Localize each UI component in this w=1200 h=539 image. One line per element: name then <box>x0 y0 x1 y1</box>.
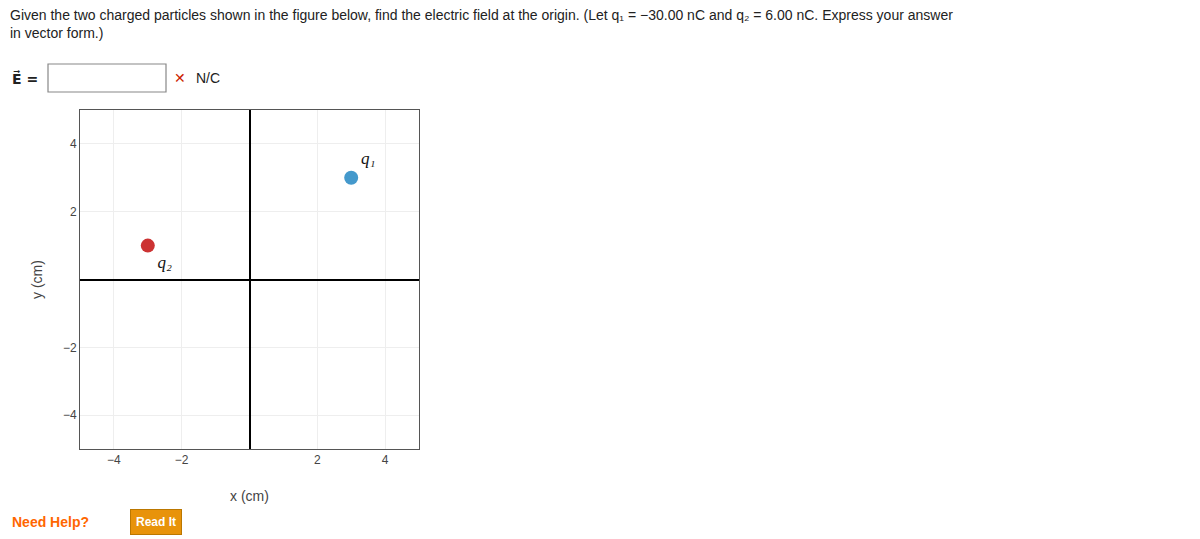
svg-text:q₂: q₂ <box>158 253 173 272</box>
svg-text:x (cm): x (cm) <box>230 488 269 504</box>
svg-text:Given the two charged particle: Given the two charged particles shown in… <box>10 7 953 41</box>
svg-text:4: 4 <box>382 453 389 467</box>
svg-text:−4: −4 <box>63 408 77 422</box>
svg-text:N/C: N/C <box>196 70 220 86</box>
svg-text:−2: −2 <box>175 453 189 467</box>
svg-text:E⃗ =: E⃗ = <box>12 70 38 87</box>
svg-text:Need Help?: Need Help? <box>12 514 89 530</box>
svg-text:y (cm): y (cm) <box>29 260 45 299</box>
svg-text:2: 2 <box>314 453 321 467</box>
svg-text:2: 2 <box>70 205 77 219</box>
svg-text:−2: −2 <box>63 341 77 355</box>
svg-text:q₁: q₁ <box>361 149 375 168</box>
svg-text:−4: −4 <box>107 453 121 467</box>
svg-text:4: 4 <box>70 137 77 151</box>
svg-text:✕: ✕ <box>174 70 186 86</box>
svg-text:Read It: Read It <box>136 515 176 529</box>
